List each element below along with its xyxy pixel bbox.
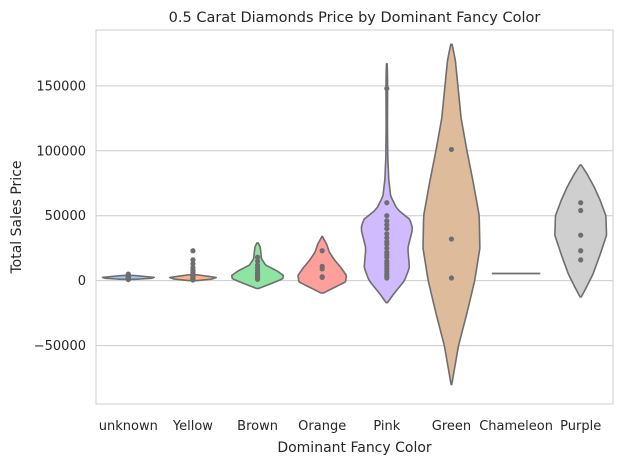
data-point xyxy=(578,257,584,263)
data-point xyxy=(384,258,390,264)
data-point xyxy=(384,213,390,219)
data-point xyxy=(254,262,261,268)
data-point xyxy=(190,265,196,271)
x-tick-label: Orange xyxy=(298,419,346,434)
tick-labels: −50000 0 50000 100000 150000 unknown Yellow Bro… xyxy=(34,79,601,434)
data-point xyxy=(125,271,131,277)
data-point xyxy=(190,257,196,263)
x-axis-label: Dominant Fancy Color xyxy=(277,440,432,456)
data-point xyxy=(448,146,455,153)
data-point xyxy=(384,85,390,92)
x-tick-label: Brown xyxy=(237,419,278,434)
data-point xyxy=(384,200,390,206)
x-tick-label: Chameleon xyxy=(479,419,553,434)
data-point xyxy=(319,274,325,280)
data-point xyxy=(384,249,390,255)
data-point xyxy=(578,248,584,254)
x-tick-label: unknown xyxy=(99,419,158,434)
chart-title: 0.5 Carat Diamonds Price by Dominant Fan… xyxy=(169,10,541,26)
data-point xyxy=(190,261,196,267)
data-point xyxy=(254,254,261,260)
data-point xyxy=(319,248,325,254)
violin-pink xyxy=(360,62,413,304)
violin-green xyxy=(422,43,481,386)
data-points xyxy=(125,85,584,283)
data-point xyxy=(384,222,390,228)
data-point xyxy=(384,235,390,241)
data-point xyxy=(448,275,455,281)
data-point xyxy=(384,239,390,245)
plot-frame xyxy=(95,29,614,405)
x-tick-label: Purple xyxy=(560,419,601,434)
data-point xyxy=(384,218,390,224)
y-tick-label: 150000 xyxy=(36,79,86,94)
y-tick-label: 100000 xyxy=(36,144,86,159)
data-point xyxy=(384,245,390,251)
data-point xyxy=(384,231,390,237)
data-point xyxy=(190,248,196,254)
y-tick-label: −50000 xyxy=(34,339,86,354)
y-tick-label: 0 xyxy=(78,274,86,289)
data-point xyxy=(578,200,584,206)
x-tick-label: Pink xyxy=(373,419,400,434)
data-point xyxy=(254,258,261,264)
data-point xyxy=(578,207,584,214)
y-tick-label: 50000 xyxy=(45,209,86,224)
x-tick-label: Yellow xyxy=(172,419,213,434)
violin-purple xyxy=(554,164,608,298)
data-point xyxy=(448,236,455,242)
x-tick-label: Green xyxy=(432,419,471,434)
data-point xyxy=(578,232,584,238)
data-point xyxy=(384,226,390,232)
data-point xyxy=(319,263,325,269)
y-axis-label: Total Sales Price xyxy=(9,160,25,274)
